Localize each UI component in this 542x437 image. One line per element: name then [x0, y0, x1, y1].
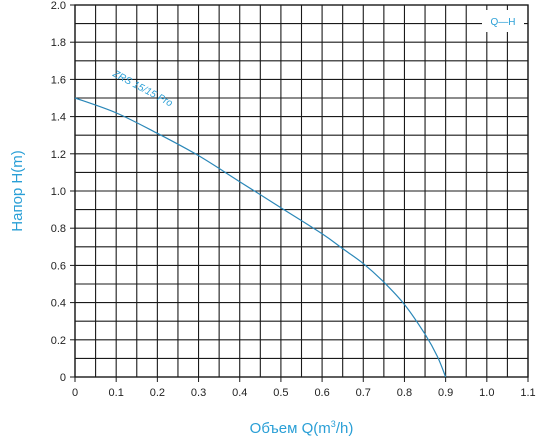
- x-tick-label: 0.7: [356, 387, 371, 399]
- x-tick-label: 0.4: [232, 387, 247, 399]
- y-tick-label: 0: [60, 372, 66, 384]
- y-tick-label: 1.8: [51, 37, 66, 49]
- legend-box: [482, 10, 524, 32]
- y-tick-label: 0.2: [51, 335, 66, 347]
- x-axis-title-unit-end: /h): [336, 420, 354, 437]
- x-tick-label: 0.5: [273, 387, 288, 399]
- labels: ZRS 15/15 Pro Q—H Напор H(m) Объем Q(m3/h): [9, 10, 524, 437]
- x-tick-label: 0: [72, 387, 78, 399]
- grid: [74, 4, 529, 378]
- x-axis-title-superscript: 3: [331, 419, 336, 429]
- x-tick-label: 0.9: [438, 387, 453, 399]
- y-tick-label: 1.6: [51, 74, 66, 86]
- y-tick-label: 0.8: [51, 223, 66, 235]
- x-tick-label: 0.2: [150, 387, 165, 399]
- x-tick-label: 0.8: [397, 387, 412, 399]
- series-label: ZRS 15/15 Pro: [110, 68, 175, 109]
- series-line-zrs: [74, 97, 447, 378]
- x-tick-label: 0.1: [109, 387, 124, 399]
- x-axis-title-main: Объем: [250, 420, 302, 437]
- x-axis-title: Объем Q(m3/h): [250, 419, 354, 437]
- x-axis-title-unit: Q(m: [302, 420, 331, 437]
- y-tick-label: 1.0: [51, 186, 66, 198]
- y-tick-label: 1.4: [51, 112, 66, 124]
- y-tick-label: 2.0: [51, 0, 66, 12]
- y-tick-label: 0.4: [51, 298, 66, 310]
- x-tick-label: 1.1: [520, 387, 535, 399]
- y-axis-title: Напор H(m): [9, 150, 26, 231]
- y-tick-label: 1.2: [51, 149, 66, 161]
- y-tick-label: 0.6: [51, 260, 66, 272]
- x-tick-label: 0.6: [314, 387, 329, 399]
- x-tick-label: 0.3: [191, 387, 206, 399]
- series-layer: [74, 97, 447, 378]
- x-tick-label: 1.0: [479, 387, 494, 399]
- axes: 0 0.1 0.2 0.3 0.4 0.5 0.6 0.7 0.8 0.9 1.0 1.1 0 0.2 0.…: [51, 0, 536, 399]
- legend-label: Q—H: [491, 17, 516, 28]
